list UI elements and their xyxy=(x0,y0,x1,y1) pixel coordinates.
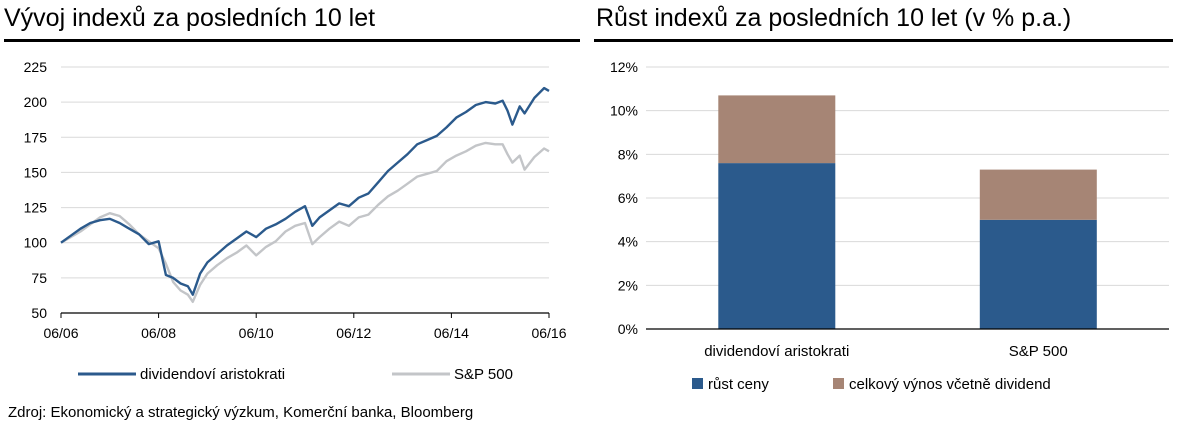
y-tick-label: 8% xyxy=(618,146,638,162)
bar-dividend-aristocrats-price-growth xyxy=(718,163,836,329)
y-tick-label: 10% xyxy=(610,103,638,119)
legend-total-return-label: celkový výnos včetně dividend xyxy=(849,376,1051,393)
y-tick-label: 12% xyxy=(610,59,638,75)
y-tick-label: 175 xyxy=(24,129,48,145)
y-tick-label: 150 xyxy=(24,164,48,180)
line-chart-title: Vývoj indexů za posledních 10 let xyxy=(4,4,376,32)
y-tick-label: 125 xyxy=(24,200,48,216)
y-tick-label: 2% xyxy=(618,277,638,293)
series-line-dividend-aristocrats xyxy=(60,86,550,296)
y-tick-label: 200 xyxy=(24,94,48,110)
y-tick-label: 225 xyxy=(24,59,48,75)
source-note: Zdroj: Ekonomický a strategický výzkum, … xyxy=(8,404,474,421)
bar-sp500-price-growth xyxy=(979,219,1097,329)
bar-dividend-aristocrats-total-return xyxy=(718,95,836,164)
bar-sp500-total-return xyxy=(979,169,1097,220)
bar-chart-title: Růst indexů za posledních 10 let (v % p.… xyxy=(596,4,1072,32)
legend-price-growth-label: růst ceny xyxy=(708,376,769,393)
y-tick-label: 100 xyxy=(24,235,48,251)
y-tick-label: 0% xyxy=(618,321,638,337)
x-tick-label: 06/08 xyxy=(141,325,176,341)
x-tick-label: 06/16 xyxy=(531,325,566,341)
category-label: dividendoví aristokrati xyxy=(704,343,849,360)
category-label: S&P 500 xyxy=(1009,343,1068,360)
x-tick-label: 06/14 xyxy=(434,325,469,341)
y-tick-label: 75 xyxy=(31,270,47,286)
bar-chart: 0% 2% 4% 6% 8% 10% 12% dividendoví aristokrati S… xyxy=(610,59,1169,393)
line-chart-title-rule xyxy=(4,39,580,42)
y-tick-label: 50 xyxy=(31,305,47,321)
line-chart: 50 75 100 125 150 175 200 225 06/06 06/08 06/10 06/… xyxy=(24,59,567,383)
x-tick-label: 06/06 xyxy=(43,325,78,341)
y-tick-label: 6% xyxy=(618,190,638,206)
legend-dividend-aristocrats-label: dividendoví aristokrati xyxy=(140,366,285,383)
x-tick-label: 06/10 xyxy=(239,325,274,341)
bar-chart-title-rule xyxy=(594,39,1173,42)
legend-sp500-label: S&P 500 xyxy=(454,366,513,383)
legend-total-return-swatch xyxy=(833,378,844,389)
legend-price-growth-swatch xyxy=(692,378,703,389)
y-tick-label: 4% xyxy=(618,234,638,250)
x-tick-label: 06/12 xyxy=(336,325,371,341)
